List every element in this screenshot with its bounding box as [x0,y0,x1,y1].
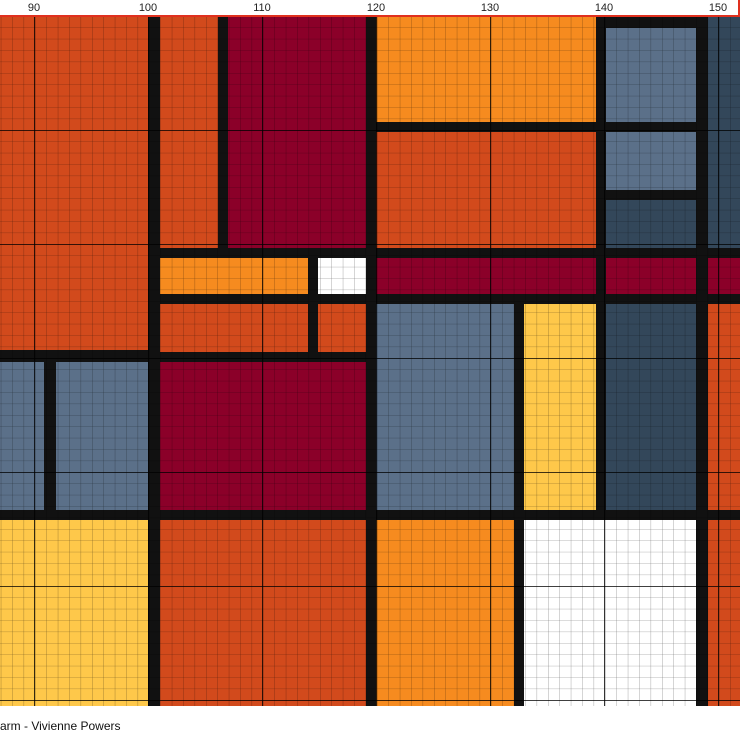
ruler-label: 90 [28,2,40,14]
ruler [0,0,740,16]
quilt [0,16,740,706]
ruler-label: 130 [481,2,499,14]
ruler-label: 110 [253,2,271,14]
footer [0,706,740,736]
ruler-labels: 90 100 110 120 130 140 150 [28,2,727,14]
ruler-label: 150 [709,2,727,14]
ruler-label: 120 [367,2,385,14]
ruler-label: 100 [139,2,157,14]
major-grid [0,16,740,706]
footer-text: arm - Vivienne Powers [0,719,121,733]
ruler-label: 140 [595,2,613,14]
